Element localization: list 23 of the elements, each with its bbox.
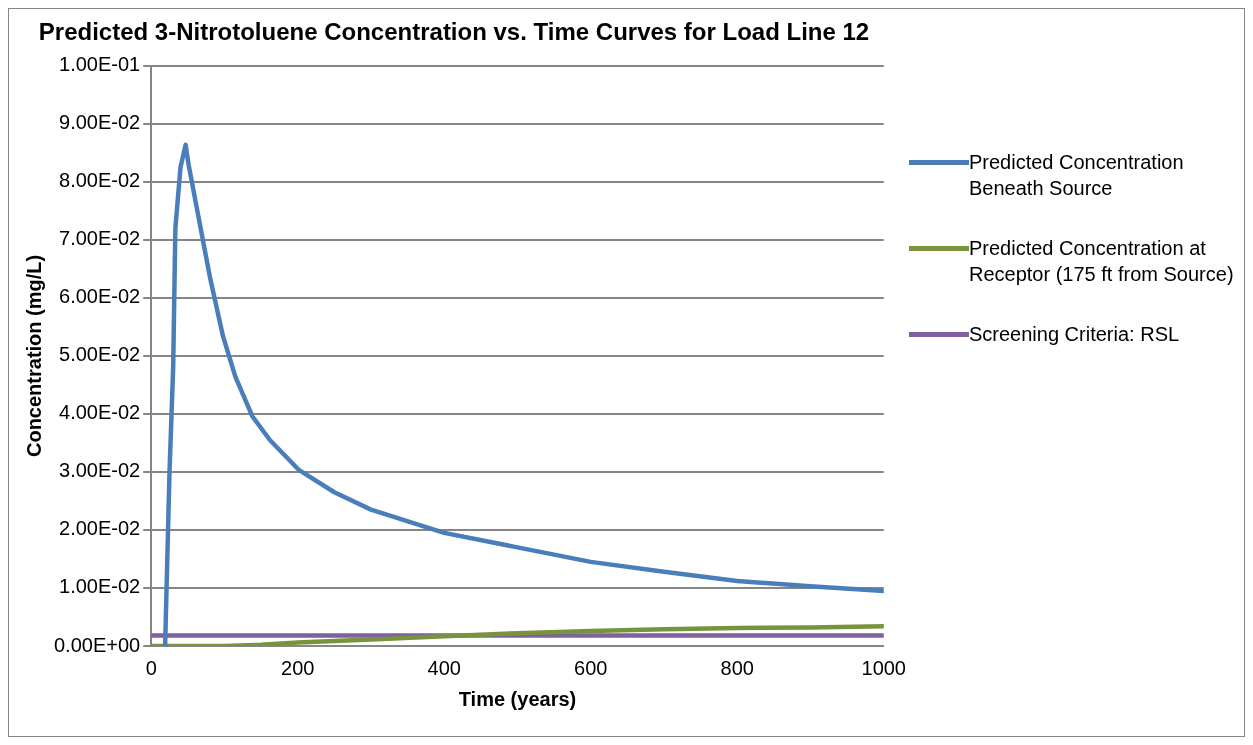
y-tick-label: 9.00E-02 [59, 111, 141, 134]
y-tick-label: 0.00E+00 [53, 633, 141, 656]
legend-label: Predicted Concentration at Receptor (175 ft from Source) [969, 236, 1235, 287]
y-tick-label: 2.00E-02 [59, 517, 141, 540]
legend-label: Screening Criteria: RSL [969, 322, 1180, 347]
y-tick-label: 4.00E-02 [59, 401, 141, 424]
legend-label: Predicted Concentration Beneath Source [969, 150, 1185, 201]
x-axis-title: Time (years) [458, 687, 577, 710]
chart-title: Predicted 3-Nitrotoluene Concentration vs. Time Curves for Load Line 12 [38, 18, 870, 46]
y-tick-label: 7.00E-02 [59, 227, 141, 250]
y-tick-label: 6.00E-02 [59, 285, 141, 308]
y-axis-title: Concentration (mg/L) [22, 254, 45, 458]
x-tick-label: 800 [720, 656, 754, 679]
y-tick-label: 3.00E-02 [59, 459, 141, 482]
y-tick-label: 1.00E-02 [59, 575, 141, 598]
x-tick-label: 1000 [861, 656, 906, 679]
x-tick-label: 600 [574, 656, 608, 679]
y-tick-label: 1.00E-01 [59, 53, 141, 76]
x-tick-label: 400 [427, 656, 461, 679]
y-tick-label: 8.00E-02 [59, 169, 141, 192]
x-tick-label: 200 [281, 656, 315, 679]
y-tick-label: 5.00E-02 [59, 343, 141, 366]
x-tick-label: 0 [145, 656, 157, 679]
